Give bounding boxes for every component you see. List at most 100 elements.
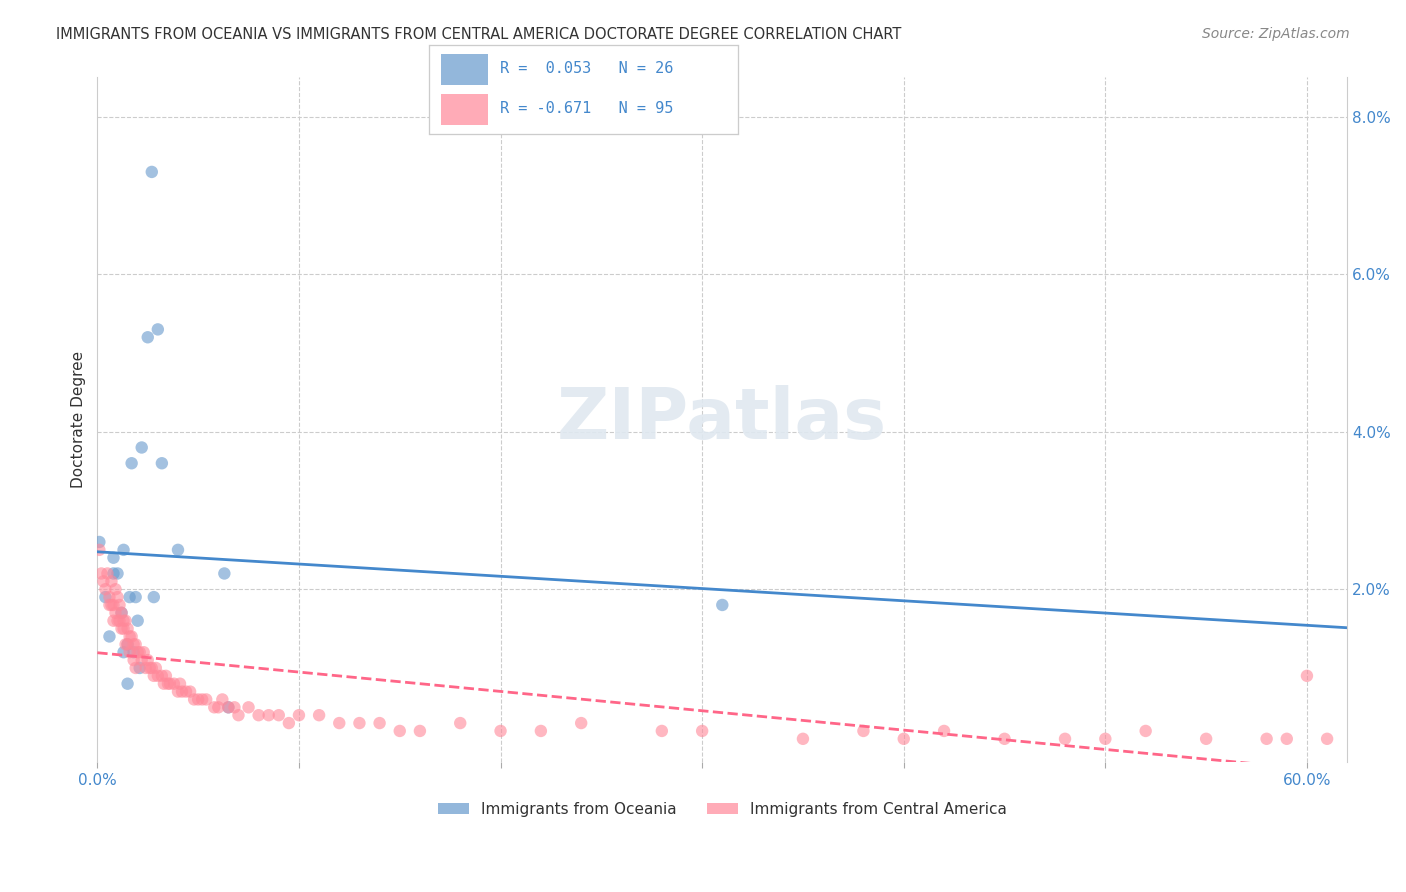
Point [288,708,311,723]
Point [98,598,121,612]
Point [142,669,165,683]
Point [90,566,112,581]
Point [217,700,239,714]
Point [308,708,330,723]
Point [211,692,233,706]
Point [449,716,471,731]
Point [1135,723,1157,738]
Point [117,676,139,690]
Point [530,723,553,738]
Point [89,542,111,557]
Point [150,456,173,470]
Point [132,645,155,659]
Point [852,723,875,738]
Point [145,661,167,675]
Point [349,716,371,731]
Text: Source: ZipAtlas.com: Source: ZipAtlas.com [1202,27,1350,41]
Point [1053,731,1076,746]
Point [127,645,149,659]
Point [195,692,218,706]
Point [183,692,205,706]
Bar [441,54,488,85]
Point [114,614,136,628]
Point [267,708,290,723]
Point [110,606,132,620]
Point [110,622,132,636]
Point [122,645,145,659]
Point [112,645,135,659]
Bar [441,94,488,125]
Point [489,723,512,738]
Point [107,590,129,604]
Point [169,676,191,690]
Point [139,661,162,675]
Point [277,716,299,731]
Point [163,676,186,690]
Point [112,622,135,636]
Point [146,322,169,336]
Point [569,716,592,731]
Point [142,590,165,604]
Point [651,723,673,738]
Point [711,598,734,612]
Point [690,723,713,738]
Point [409,723,432,738]
Point [141,165,163,179]
Y-axis label: Doctorate Degree: Doctorate Degree [72,351,86,489]
Point [107,566,129,581]
Point [108,598,131,612]
Point [153,676,176,690]
Point [1316,731,1339,746]
Point [121,630,143,644]
Point [112,542,135,557]
Point [179,684,201,698]
Point [167,542,190,557]
Point [124,637,146,651]
Point [100,598,122,612]
Point [202,700,225,714]
Point [117,637,139,651]
Point [104,606,127,620]
Point [146,669,169,683]
Point [141,661,163,675]
Point [136,330,159,344]
Point [110,606,132,620]
Point [124,661,146,675]
Point [131,441,153,455]
Point [136,653,159,667]
Point [96,566,118,581]
Text: IMMIGRANTS FROM OCEANIA VS IMMIGRANTS FROM CENTRAL AMERICA DOCTORATE DEGREE CORR: IMMIGRANTS FROM OCEANIA VS IMMIGRANTS FR… [56,27,901,42]
Point [224,700,246,714]
Point [108,614,131,628]
Point [94,590,117,604]
Point [214,566,236,581]
Legend: Immigrants from Oceania, Immigrants from Central America: Immigrants from Oceania, Immigrants from… [432,796,1012,823]
Point [131,653,153,667]
Point [98,630,121,644]
Point [1275,731,1298,746]
Point [122,653,145,667]
Point [103,566,125,581]
Point [128,661,150,675]
Point [238,700,260,714]
Point [159,676,181,690]
Point [93,574,115,589]
Point [1195,731,1218,746]
Point [328,716,350,731]
Point [993,731,1015,746]
Point [207,700,229,714]
Point [368,716,391,731]
Point [112,614,135,628]
Point [121,456,143,470]
Text: R = -0.671   N = 95: R = -0.671 N = 95 [501,102,673,116]
Point [117,637,139,651]
Point [1094,731,1116,746]
Point [1296,669,1319,683]
Point [100,574,122,589]
Point [156,676,179,690]
Point [191,692,214,706]
Point [104,582,127,597]
Point [155,669,177,683]
Point [128,645,150,659]
Point [118,590,141,604]
